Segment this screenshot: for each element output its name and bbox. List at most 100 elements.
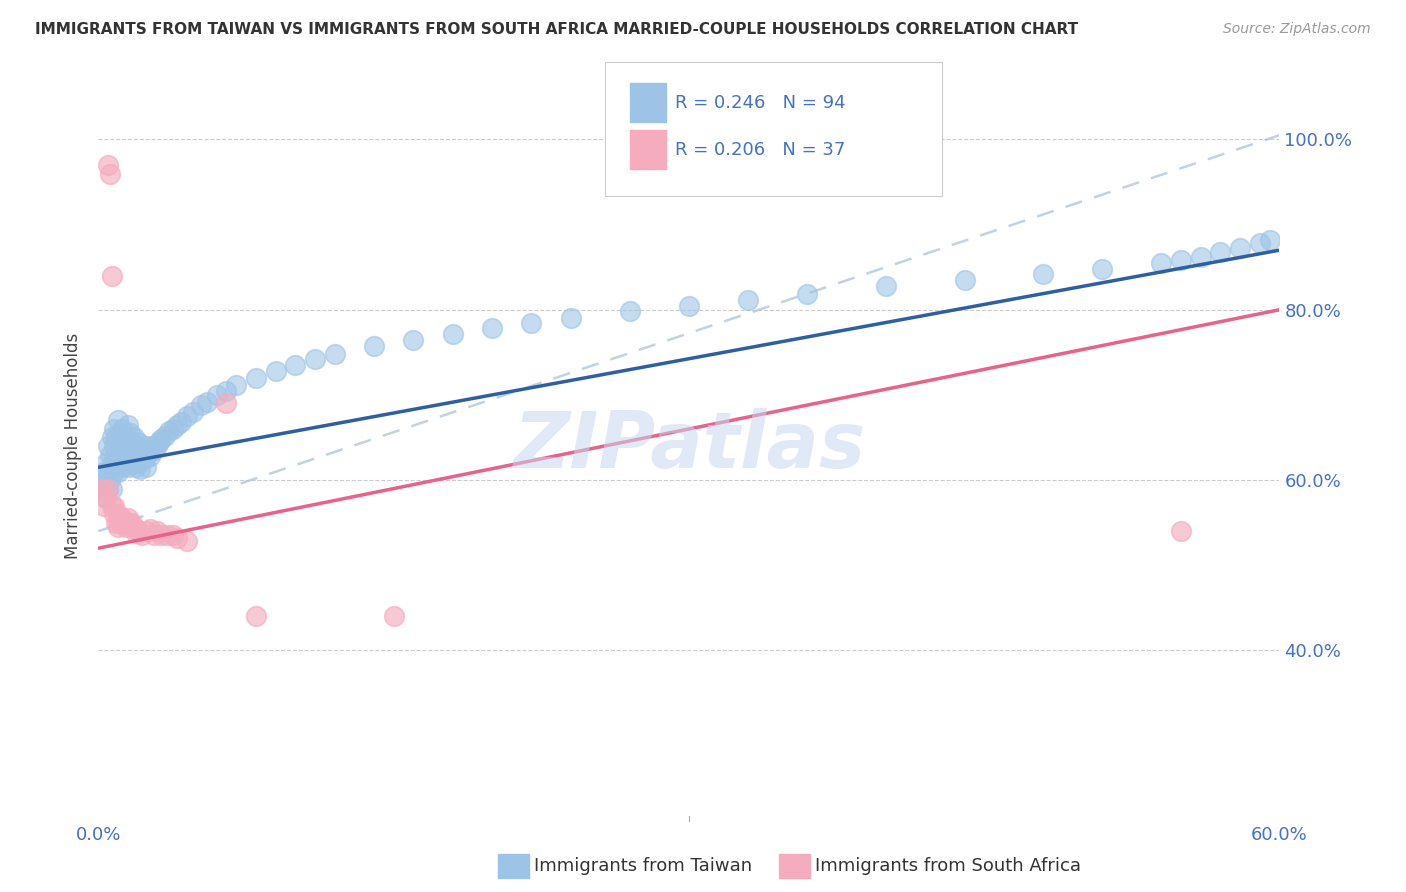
Point [131, 448, 153, 462]
Point [1032, 267, 1054, 281]
Point [96, 490, 118, 504]
Text: Immigrants from Taiwan: Immigrants from Taiwan [534, 857, 752, 875]
Point [121, 456, 143, 470]
Point [796, 287, 818, 301]
Point [103, 499, 125, 513]
Point [117, 439, 139, 453]
Point [190, 398, 212, 412]
Point [195, 394, 218, 409]
Point [115, 456, 138, 470]
Point [135, 460, 157, 475]
Point [150, 432, 173, 446]
Point [97, 482, 120, 496]
Point [125, 439, 148, 453]
Point [101, 499, 124, 513]
Point [146, 524, 169, 538]
Point [138, 449, 160, 463]
Point [264, 364, 287, 378]
Point [127, 524, 149, 538]
Point [103, 465, 125, 479]
Point [132, 451, 155, 466]
Point [382, 609, 405, 624]
Point [105, 456, 128, 470]
Point [125, 525, 148, 540]
Point [170, 415, 193, 429]
Point [96, 473, 118, 487]
Point [162, 528, 184, 542]
Point [166, 417, 188, 432]
Y-axis label: Married-couple Households: Married-couple Households [65, 333, 83, 559]
Point [156, 528, 179, 542]
Point [141, 439, 163, 453]
Point [1170, 253, 1192, 268]
Text: R = 0.246   N = 94: R = 0.246 N = 94 [675, 94, 845, 112]
Point [93, 490, 115, 504]
Point [115, 434, 138, 449]
Point [117, 511, 139, 525]
Point [96, 456, 118, 470]
Point [101, 268, 124, 283]
Point [115, 520, 138, 534]
Point [101, 456, 124, 470]
Point [1209, 244, 1232, 259]
Point [128, 462, 150, 476]
Point [111, 511, 134, 525]
Point [103, 422, 125, 436]
Point [93, 465, 115, 479]
Point [166, 531, 188, 545]
Point [1170, 524, 1192, 538]
Text: IMMIGRANTS FROM TAIWAN VS IMMIGRANTS FROM SOUTH AFRICA MARRIED-COUPLE HOUSEHOLDS: IMMIGRANTS FROM TAIWAN VS IMMIGRANTS FRO… [35, 22, 1078, 37]
Point [304, 352, 326, 367]
Point [125, 460, 148, 475]
Point [98, 473, 121, 487]
Point [105, 430, 128, 444]
Point [1189, 250, 1212, 264]
Point [245, 609, 267, 624]
Point [953, 273, 976, 287]
Point [103, 439, 125, 453]
Point [103, 507, 125, 521]
Point [127, 456, 149, 470]
Point [560, 311, 582, 326]
Point [97, 465, 120, 479]
Point [122, 451, 145, 466]
Text: R = 0.206   N = 37: R = 0.206 N = 37 [675, 141, 845, 159]
Point [117, 460, 139, 475]
Point [118, 448, 141, 462]
Point [108, 516, 131, 530]
Point [118, 517, 141, 532]
Point [875, 279, 897, 293]
Point [105, 516, 128, 530]
Point [122, 520, 145, 534]
Point [402, 333, 425, 347]
Point [481, 321, 503, 335]
Point [118, 426, 141, 441]
Point [363, 338, 385, 352]
Point [107, 413, 129, 427]
Point [135, 439, 157, 453]
Point [1150, 256, 1173, 270]
Point [136, 446, 159, 460]
Point [121, 516, 143, 530]
Point [101, 430, 124, 444]
Point [1258, 233, 1281, 247]
Text: Immigrants from South Africa: Immigrants from South Africa [815, 857, 1081, 875]
Point [98, 167, 121, 181]
Point [1091, 261, 1114, 276]
Point [135, 524, 157, 538]
Point [107, 520, 129, 534]
Point [112, 451, 135, 466]
Point [122, 430, 145, 444]
Point [146, 439, 169, 453]
Point [127, 434, 149, 449]
Point [108, 448, 131, 462]
Point [111, 460, 134, 475]
Point [148, 434, 170, 449]
Point [215, 396, 238, 410]
Point [619, 304, 641, 318]
Point [205, 388, 228, 402]
Point [128, 441, 150, 455]
Point [138, 523, 160, 537]
Point [121, 434, 143, 449]
Point [441, 326, 464, 341]
